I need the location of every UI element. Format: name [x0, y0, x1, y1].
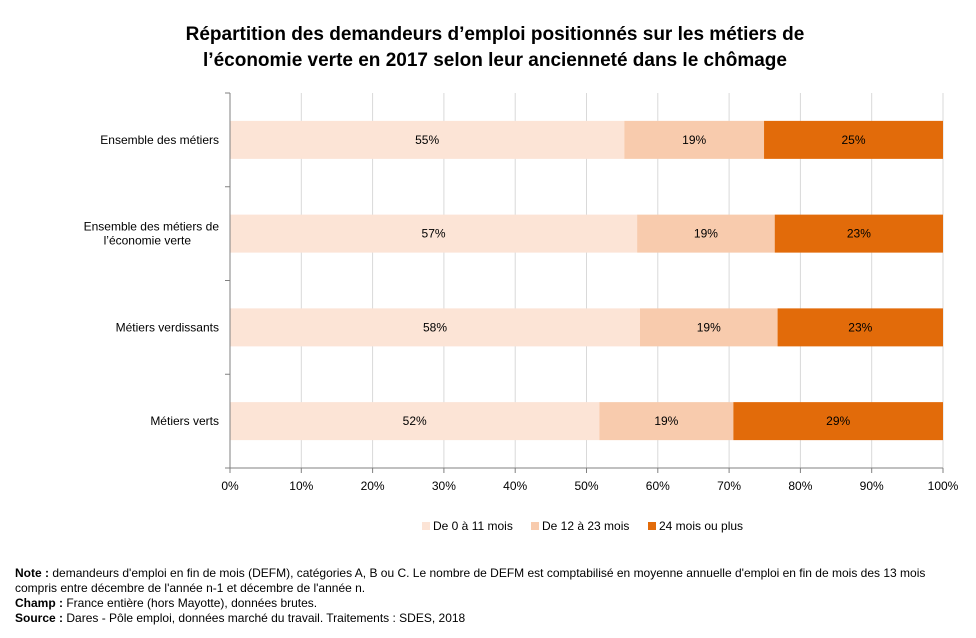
x-tick-label: 0% — [221, 479, 239, 493]
note-text: demandeurs d'emploi en fin de mois (DEFM… — [15, 566, 926, 595]
bar-segment — [230, 214, 638, 253]
legend-label: De 0 à 11 mois — [433, 519, 513, 533]
source-line: Source : Dares - Pôle emploi, données ma… — [15, 611, 955, 626]
champ-text: France entière (hors Mayotte), données b… — [66, 596, 318, 610]
data-label: 19% — [654, 414, 678, 428]
x-tick-label: 40% — [503, 479, 527, 493]
x-tick-label: 50% — [574, 479, 598, 493]
stacked-bar-chart: 55% 19% 25% Ensemble des métiers 57% 19% 23% En… — [84, 92, 959, 533]
chart-title-line-1: Répartition des demandeurs d’emploi posi… — [185, 24, 805, 45]
category-label-line: Métiers verdissants — [116, 320, 219, 334]
data-label: 19% — [694, 227, 718, 241]
bar-segment — [230, 120, 625, 159]
category-label-line: Ensemble des métiers — [100, 133, 219, 147]
category-label-line: Métiers verts — [150, 414, 219, 428]
data-label: 55% — [415, 133, 439, 147]
note-label: Note : — [15, 566, 49, 580]
x-tick-label: 80% — [788, 479, 812, 493]
data-label: 52% — [403, 414, 427, 428]
bar-segment — [639, 308, 778, 347]
chart-title: Répartition des demandeurs d’emploi posi… — [100, 22, 890, 74]
bar-segment — [599, 402, 734, 441]
source-text: Dares - Pôle emploi, données marché du t… — [66, 611, 466, 625]
data-label: 23% — [848, 320, 872, 334]
x-tick-label: 70% — [717, 479, 741, 493]
x-tick-label: 90% — [860, 479, 884, 493]
champ-line: Champ : France entière (hors Mayotte), d… — [15, 596, 955, 611]
bar-segment — [230, 308, 640, 347]
data-label: 57% — [422, 227, 446, 241]
category-label-line: Ensemble des métiers de — [84, 220, 220, 234]
category-label: Métiers verdissants — [116, 320, 219, 334]
bar-segment — [777, 308, 943, 347]
legend-label: 24 mois ou plus — [659, 519, 743, 533]
chart-notes: Note : demandeurs d'emploi en fin de moi… — [15, 566, 955, 626]
category-label-line: l’économie verte — [104, 234, 192, 248]
legend-swatch — [648, 522, 656, 530]
legend-swatch — [422, 522, 430, 530]
data-label: 23% — [847, 227, 871, 241]
category-label: Ensemble des métiers de l’économie verte — [84, 220, 220, 248]
bar-segment — [624, 120, 765, 159]
data-label: 58% — [423, 320, 447, 334]
data-label: 19% — [682, 133, 706, 147]
bar-segment — [764, 120, 943, 159]
source-label: Source : — [15, 611, 64, 625]
x-tick-label: 30% — [432, 479, 456, 493]
note-line: Note : demandeurs d'emploi en fin de moi… — [15, 566, 955, 596]
data-label: 25% — [842, 133, 866, 147]
data-label: 29% — [826, 414, 850, 428]
data-label: 19% — [697, 320, 721, 334]
x-tick-label: 100% — [928, 479, 959, 493]
category-label: Métiers verts — [150, 414, 219, 428]
champ-label: Champ : — [15, 596, 63, 610]
bar-segment — [774, 214, 943, 253]
x-tick-label: 60% — [646, 479, 670, 493]
legend-label: De 12 à 23 mois — [542, 519, 629, 533]
bar-segment — [733, 402, 943, 441]
bar-segment — [230, 402, 600, 441]
x-tick-label: 10% — [289, 479, 313, 493]
x-tick-label: 20% — [361, 479, 385, 493]
legend-swatch — [531, 522, 539, 530]
chart-title-line-2: l’économie verte en 2017 selon leur anci… — [203, 50, 787, 71]
bar-segment — [637, 214, 775, 253]
category-label: Ensemble des métiers — [100, 133, 219, 147]
